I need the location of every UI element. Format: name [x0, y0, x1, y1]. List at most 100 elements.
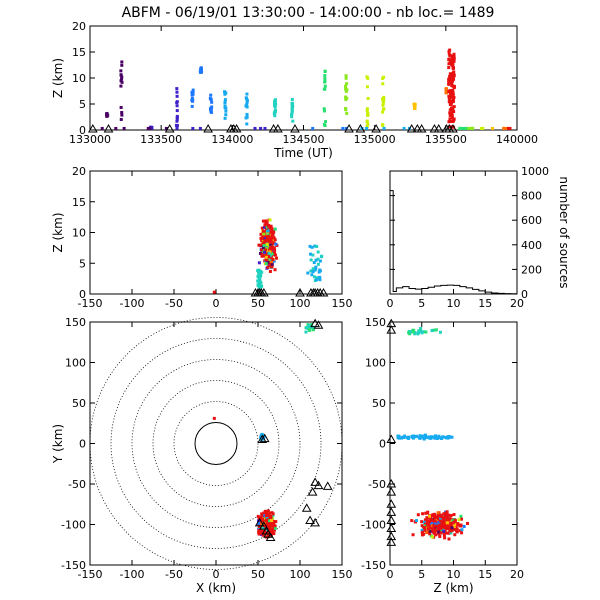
- source-point: [266, 260, 270, 264]
- source-point: [430, 522, 434, 526]
- source-point: [452, 513, 456, 517]
- source-point: [212, 290, 216, 294]
- source-point: [266, 509, 270, 513]
- source-point: [261, 526, 265, 530]
- station-marker: [307, 487, 318, 496]
- source-point: [270, 235, 274, 239]
- source-point: [323, 124, 327, 128]
- source-point: [448, 48, 452, 52]
- source-point: [270, 516, 274, 520]
- source-point: [266, 233, 270, 237]
- source-point: [436, 527, 440, 531]
- source-point: [273, 238, 277, 242]
- source-point: [426, 527, 430, 531]
- x-tick-label: 150: [332, 297, 353, 310]
- source-point: [318, 259, 322, 263]
- source-point: [308, 327, 312, 331]
- source-point: [423, 528, 427, 532]
- source-point: [223, 98, 227, 102]
- source-point: [265, 221, 269, 225]
- source-point: [269, 245, 273, 249]
- source-point: [412, 102, 416, 106]
- station-marker: [231, 123, 242, 133]
- source-point: [449, 60, 453, 64]
- source-point: [382, 95, 386, 99]
- source-point: [422, 532, 426, 536]
- source-point: [323, 74, 327, 78]
- source-point: [442, 527, 446, 531]
- source-point: [257, 273, 261, 277]
- source-point: [439, 525, 443, 529]
- source-point: [306, 271, 310, 275]
- source-point: [381, 100, 385, 104]
- source-point: [119, 84, 123, 88]
- source-point: [224, 109, 228, 113]
- source-point: [365, 85, 369, 89]
- source-point: [265, 519, 269, 523]
- source-point: [451, 92, 455, 96]
- y-tick-label: 200: [521, 263, 542, 276]
- source-point: [424, 330, 428, 334]
- source-point: [458, 523, 462, 527]
- source-point: [424, 511, 428, 515]
- source-point: [423, 526, 427, 530]
- station-marker: [259, 287, 269, 297]
- histogram-line: [389, 190, 518, 295]
- source-point: [452, 525, 456, 529]
- source-point: [223, 92, 227, 96]
- source-point: [311, 267, 315, 271]
- source-point: [259, 433, 263, 437]
- source-point: [448, 529, 452, 533]
- source-point: [429, 529, 433, 533]
- source-point: [323, 87, 327, 91]
- range-ring: [89, 317, 343, 570]
- range-ring: [194, 422, 238, 465]
- source-point: [267, 511, 271, 515]
- source-point: [455, 529, 459, 533]
- source-point: [441, 516, 445, 520]
- source-point: [267, 263, 271, 267]
- source-point: [307, 323, 311, 327]
- source-point: [432, 524, 436, 528]
- source-point: [451, 88, 455, 92]
- station-marker: [386, 537, 397, 546]
- figure-title: ABFM - 06/19/01 13:30:00 - 14:00:00 - nb…: [122, 5, 495, 21]
- station-marker: [310, 517, 320, 527]
- source-point: [458, 126, 462, 130]
- source-point: [447, 62, 451, 66]
- source-point: [417, 329, 421, 333]
- source-point: [318, 268, 322, 272]
- source-point: [309, 258, 313, 262]
- x-tick-label: 135000: [354, 133, 396, 146]
- source-point: [442, 533, 446, 537]
- source-point: [260, 226, 264, 230]
- source-point: [447, 82, 451, 86]
- source-point: [441, 520, 445, 524]
- source-point: [257, 521, 261, 525]
- source-point: [450, 435, 454, 439]
- source-point: [436, 525, 440, 529]
- source-point: [175, 104, 179, 108]
- source-point: [428, 523, 432, 527]
- source-point: [290, 104, 294, 108]
- source-point: [272, 236, 276, 240]
- source-point: [447, 537, 451, 541]
- y-tick-label: 800: [521, 190, 542, 203]
- source-point: [314, 258, 318, 262]
- source-point: [434, 533, 438, 537]
- source-point: [271, 245, 275, 249]
- source-point: [397, 435, 401, 439]
- source-point: [265, 510, 269, 514]
- source-point: [490, 126, 494, 130]
- x-tick-label: 10: [447, 568, 461, 581]
- x-tick-label: 100: [290, 297, 311, 310]
- station-marker: [257, 434, 268, 443]
- source-point: [198, 70, 202, 74]
- source-point: [407, 331, 411, 335]
- source-point: [259, 236, 263, 240]
- y-tick-label: 5: [79, 98, 86, 111]
- source-point: [267, 224, 271, 228]
- source-point: [261, 229, 265, 233]
